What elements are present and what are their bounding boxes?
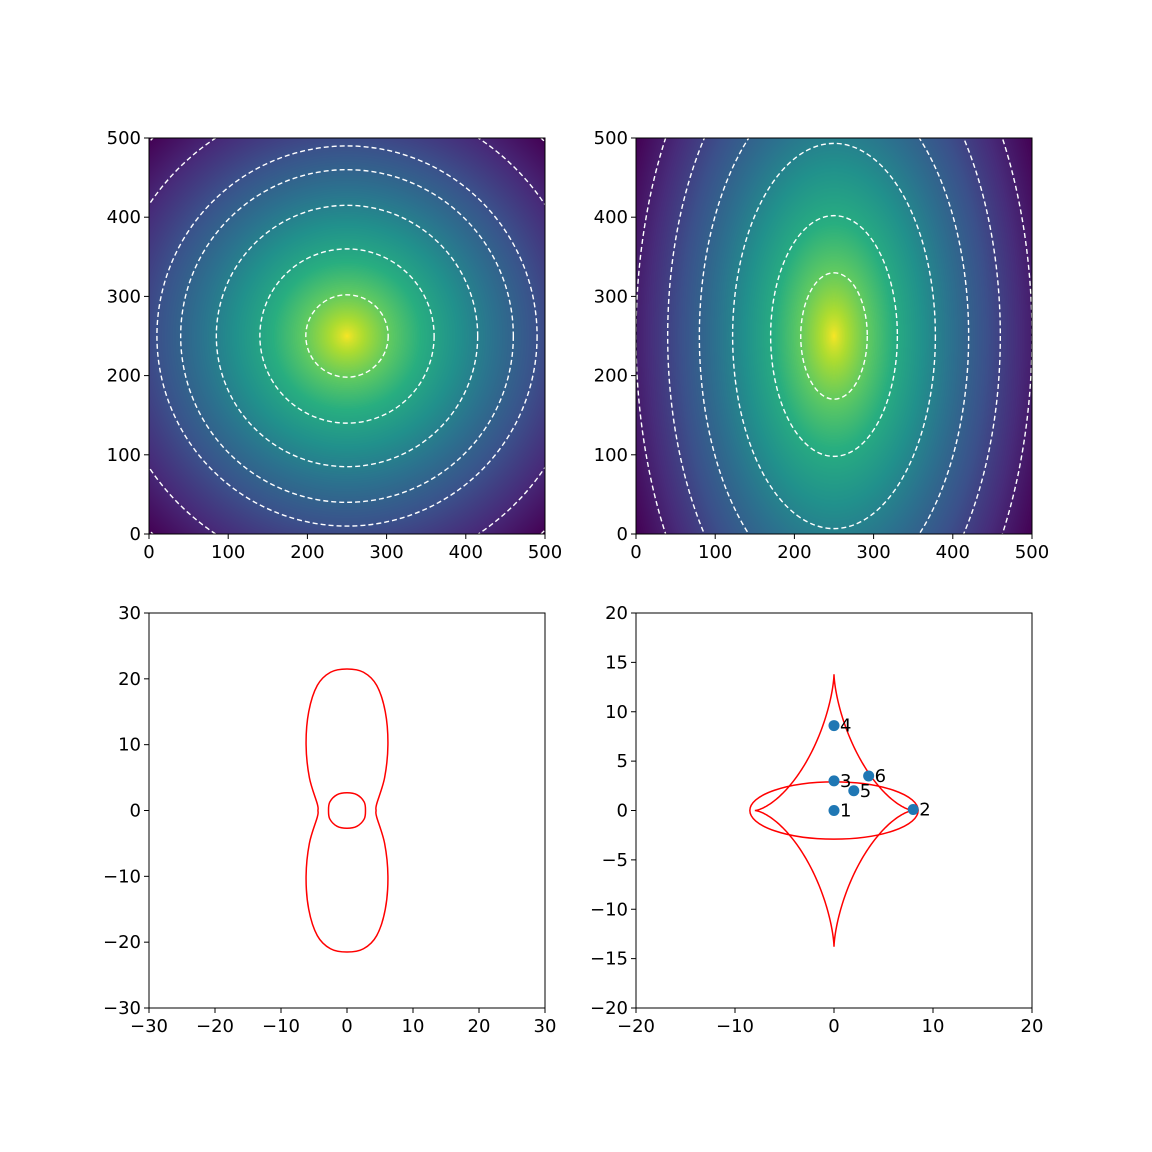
caustic-astroid xyxy=(754,674,914,947)
contour-line xyxy=(179,168,515,504)
x-tick-label: −20 xyxy=(617,1016,655,1037)
y-tick-label: 30 xyxy=(118,603,141,624)
y-tick-label: 200 xyxy=(107,366,141,387)
y-tick-label: 10 xyxy=(118,735,141,756)
critical-curve-inner xyxy=(327,791,367,830)
contour-line xyxy=(769,214,899,458)
contour-line xyxy=(667,138,1001,534)
source-point-2 xyxy=(907,804,919,816)
y-tick-label: 0 xyxy=(617,524,628,545)
y-tick-label: 5 xyxy=(617,751,628,772)
y-tick-label: −20 xyxy=(590,998,628,1019)
x-tick-label: 500 xyxy=(528,542,562,563)
x-tick-label: 300 xyxy=(369,542,403,563)
x-tick-label: 0 xyxy=(143,542,154,563)
plot-frame xyxy=(148,137,546,535)
x-tick-label: 400 xyxy=(936,542,970,563)
contour-line xyxy=(698,138,970,534)
source-point-label-1: 1 xyxy=(840,801,851,822)
y-tick-label: −30 xyxy=(103,998,141,1019)
y-tick-label: 300 xyxy=(594,286,628,307)
heatmap-image xyxy=(149,138,545,534)
y-tick-label: 300 xyxy=(107,286,141,307)
y-tick-label: 100 xyxy=(594,445,628,466)
y-tick-label: −20 xyxy=(103,932,141,953)
x-tick-label: 20 xyxy=(468,1016,491,1037)
source-point-3 xyxy=(828,775,840,787)
heatmap-panel-elongated: 0 100 200 300 400 500 0 100 200 300 400 500 xyxy=(594,128,1050,563)
contour-line xyxy=(305,294,389,378)
source-point-1 xyxy=(828,805,840,816)
critical-curve-outer xyxy=(305,668,389,953)
x-tick-label: −30 xyxy=(130,1016,168,1037)
heatmap-panel-round: 0 100 200 300 400 500 0 100 200 300 400 500 xyxy=(107,128,563,563)
y-tick-label: 400 xyxy=(594,207,628,228)
contour-line xyxy=(731,142,937,530)
x-tick-label: 200 xyxy=(290,542,324,563)
plot-background xyxy=(149,613,545,1008)
y-tick-label: 20 xyxy=(118,669,141,690)
plot-frame xyxy=(635,137,1033,535)
x-tick-label: −20 xyxy=(196,1016,234,1037)
y-tick-label: 200 xyxy=(594,366,628,387)
y-tick-label: −15 xyxy=(590,949,628,970)
source-point-label-5: 5 xyxy=(860,781,871,802)
contour-line xyxy=(156,145,538,527)
x-tick-label: −10 xyxy=(716,1016,754,1037)
source-point-4 xyxy=(828,720,840,732)
x-tick-label: −10 xyxy=(262,1016,300,1037)
critical-curve-panel: −30 −20 −10 0 10 20 30 −30 −20 −10 0 10 20 30 xyxy=(103,603,556,1037)
x-tick-label: 10 xyxy=(922,1016,945,1037)
source-point-6 xyxy=(863,770,875,782)
y-tick-label: 10 xyxy=(605,702,628,723)
y-tick-label: −10 xyxy=(103,866,141,887)
source-point-label-2: 2 xyxy=(919,800,930,821)
x-tick-label: 200 xyxy=(777,542,811,563)
y-tick-label: 400 xyxy=(107,207,141,228)
contour-line xyxy=(800,272,868,400)
y-tick-label: 500 xyxy=(107,128,141,149)
y-tick-label: 0 xyxy=(130,801,141,822)
x-tick-label: 500 xyxy=(1015,542,1049,563)
heatmap-image xyxy=(636,138,1032,534)
y-tick-label: 500 xyxy=(594,128,628,149)
contour-line xyxy=(259,248,435,424)
x-tick-label: 10 xyxy=(402,1016,425,1037)
contour-line xyxy=(215,204,479,468)
y-tick-label: 100 xyxy=(107,445,141,466)
y-tick-label: 0 xyxy=(130,524,141,545)
contour-group xyxy=(636,138,1032,534)
x-tick-label: 100 xyxy=(211,542,245,563)
x-tick-label: 300 xyxy=(856,542,890,563)
source-point-5 xyxy=(848,785,860,797)
source-point-label-6: 6 xyxy=(875,766,886,787)
y-tick-label: 20 xyxy=(605,603,628,624)
source-point-label-3: 3 xyxy=(840,771,851,792)
x-tick-label: 20 xyxy=(1021,1016,1044,1037)
source-point-label-4: 4 xyxy=(840,716,851,737)
x-tick-label: 0 xyxy=(828,1016,839,1037)
x-tick-label: 100 xyxy=(698,542,732,563)
x-tick-label: 30 xyxy=(534,1016,557,1037)
contour-group xyxy=(149,138,545,534)
y-tick-label: 15 xyxy=(605,652,628,673)
y-tick-label: −5 xyxy=(601,850,628,871)
y-tick-label: 0 xyxy=(617,801,628,822)
x-tick-label: 0 xyxy=(630,542,641,563)
y-tick-label: −10 xyxy=(590,899,628,920)
x-tick-label: 0 xyxy=(341,1016,352,1037)
x-tick-label: 400 xyxy=(449,542,483,563)
